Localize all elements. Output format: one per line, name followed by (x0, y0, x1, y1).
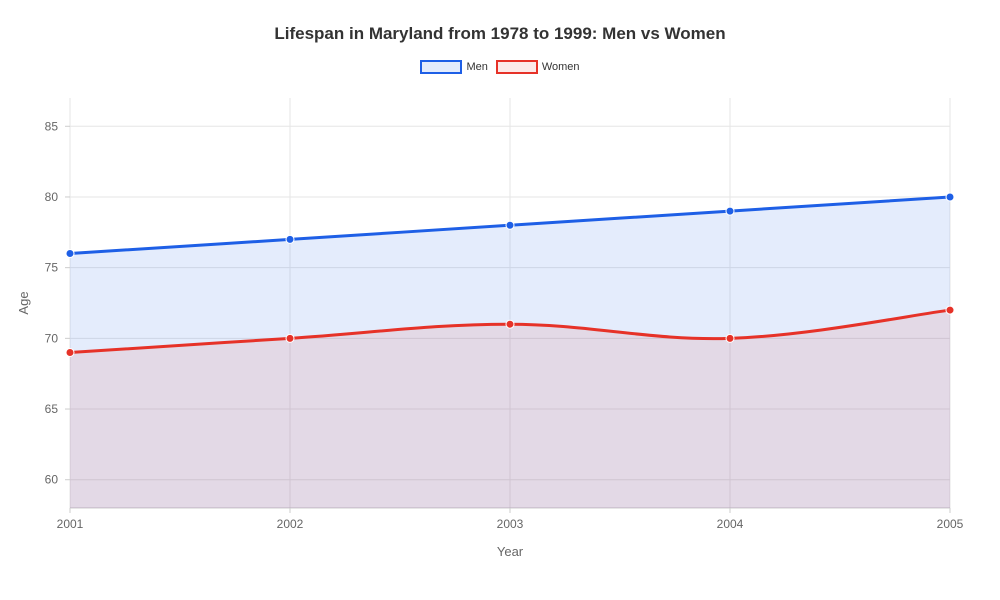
marker-men (946, 193, 954, 201)
y-tick-label: 70 (45, 331, 59, 345)
x-tick-label: 2003 (497, 517, 524, 531)
y-tick-label: 65 (45, 402, 59, 416)
y-tick-label: 60 (45, 473, 59, 487)
x-tick-label: 2005 (937, 517, 964, 531)
y-axis-label: Age (16, 291, 31, 314)
x-tick-label: 2002 (277, 517, 304, 531)
marker-men (506, 221, 514, 229)
marker-women (946, 306, 954, 314)
marker-men (286, 235, 294, 243)
marker-women (726, 334, 734, 342)
marker-women (506, 320, 514, 328)
marker-women (66, 348, 74, 356)
y-tick-label: 85 (45, 119, 59, 133)
y-tick-label: 75 (45, 261, 59, 275)
marker-men (726, 207, 734, 215)
marker-women (286, 334, 294, 342)
line-chart: 60 65 70 75 80 85 2001 2002 2003 2004 2005 Year Age (0, 0, 1000, 600)
x-axis-label: Year (497, 544, 524, 559)
x-tick-label: 2004 (717, 517, 744, 531)
x-tick-label: 2001 (57, 517, 84, 531)
marker-men (66, 250, 74, 258)
y-tick-label: 80 (45, 190, 59, 204)
